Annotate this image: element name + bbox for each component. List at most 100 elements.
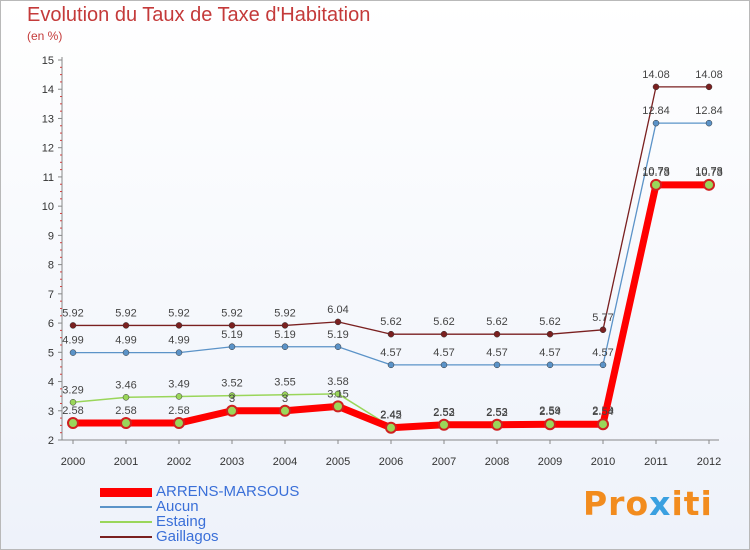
- legend-swatch: [100, 521, 152, 523]
- data-label-arrens-marsous: 2.54: [592, 406, 613, 418]
- point-arrens-marsous: [491, 418, 503, 431]
- data-label-estaing: 10.78: [695, 165, 723, 177]
- x-tick-label: 2007: [432, 456, 456, 468]
- point-gaillagos: [705, 83, 713, 91]
- point-aucun: [281, 343, 289, 351]
- point-arrens-marsous: [544, 418, 556, 431]
- data-label-aucun: 5.19: [327, 329, 348, 341]
- data-label-aucun: 12.84: [695, 105, 723, 117]
- x-tick-label: 2005: [326, 456, 350, 468]
- legend-label: ARRENS-MARSOUS: [156, 483, 300, 500]
- data-label-arrens-marsous: 2.54: [539, 406, 560, 418]
- x-tick-label: 2008: [485, 456, 509, 468]
- series-line-arrens-marsous: [73, 181, 709, 432]
- data-label-arrens-marsous: 3.15: [327, 388, 348, 400]
- data-label-gaillagos: 5.62: [486, 316, 507, 328]
- chart-title: Evolution du Taux de Taxe d'Habitation: [27, 4, 371, 26]
- data-label-arrens-marsous: 2.58: [168, 405, 189, 417]
- data-label-gaillagos: 5.92: [221, 307, 242, 319]
- data-label-gaillagos: 5.62: [433, 316, 454, 328]
- point-estaing: [281, 391, 289, 398]
- point-arrens-marsous: [226, 404, 238, 417]
- point-estaing: [175, 393, 183, 400]
- x-tick-label: 2003: [220, 456, 244, 468]
- brand-part-3: iti: [671, 484, 713, 523]
- y-tick-label: 15: [42, 55, 54, 67]
- data-label-gaillagos: 5.62: [380, 316, 401, 328]
- data-label-estaing: 3.46: [115, 379, 136, 391]
- brand-part-2: x: [649, 484, 672, 523]
- point-gaillagos: [387, 330, 395, 338]
- brand-part-1: Pro: [583, 484, 650, 523]
- legend-swatch: [100, 488, 152, 497]
- point-aucun: [652, 119, 660, 127]
- point-gaillagos: [69, 322, 77, 329]
- data-label-aucun: 4.57: [380, 347, 401, 359]
- data-label-arrens-marsous: 2.58: [62, 405, 83, 417]
- data-label-aucun: 5.19: [274, 329, 295, 341]
- data-label-estaing: 10.78: [642, 165, 670, 177]
- point-aucun: [546, 361, 554, 369]
- data-label-estaing: 3.29: [62, 384, 83, 396]
- point-aucun: [493, 361, 501, 369]
- x-tick-label: 2000: [61, 456, 85, 468]
- point-aucun: [122, 349, 130, 356]
- data-label-arrens-marsous: 3: [282, 393, 288, 405]
- legend-label: Aucun: [156, 498, 199, 515]
- point-gaillagos: [546, 330, 554, 338]
- data-label-aucun: 4.99: [168, 335, 189, 347]
- point-aucun: [175, 349, 183, 356]
- data-label-estaing: 2.53: [486, 407, 507, 419]
- y-tick-label: 13: [42, 113, 54, 125]
- point-gaillagos: [599, 326, 607, 334]
- x-tick-label: 2012: [697, 456, 721, 468]
- point-arrens-marsous: [332, 400, 344, 413]
- data-label-gaillagos: 5.92: [168, 307, 189, 319]
- data-label-arrens-marsous: 10.73: [642, 167, 670, 179]
- chart-subtitle: (en %): [27, 29, 63, 43]
- point-gaillagos: [493, 330, 501, 338]
- data-label-arrens-marsous: 2.58: [115, 405, 136, 417]
- data-label-gaillagos: 6.04: [327, 304, 348, 316]
- legend-label: Gaillagos: [156, 528, 219, 545]
- data-label-arrens-marsous: 10.73: [695, 167, 723, 179]
- data-label-arrens-marsous: 2.42: [380, 410, 401, 422]
- data-label-aucun: 4.99: [115, 335, 136, 347]
- point-estaing: [228, 392, 236, 399]
- data-label-arrens-marsous: 2.52: [486, 407, 507, 419]
- legend-label: Estaing: [156, 513, 207, 530]
- data-label-aucun: 12.84: [642, 105, 670, 117]
- point-gaillagos: [175, 322, 183, 329]
- data-label-gaillagos: 5.92: [115, 307, 136, 319]
- point-gaillagos: [334, 318, 342, 326]
- data-label-estaing: 3.55: [274, 377, 295, 389]
- data-label-gaillagos: 14.08: [695, 69, 723, 81]
- legend-swatch: [100, 536, 152, 538]
- point-aucun: [705, 119, 713, 127]
- point-estaing: [69, 399, 77, 406]
- point-arrens-marsous: [597, 418, 609, 431]
- point-aucun: [440, 361, 448, 369]
- y-tick-label: 14: [42, 84, 54, 96]
- y-tick-label: 7: [48, 289, 54, 301]
- series-line-aucun: [73, 122, 709, 366]
- point-arrens-marsous: [438, 418, 450, 431]
- data-label-gaillagos: 5.62: [539, 316, 560, 328]
- data-label-aucun: 4.99: [62, 335, 83, 347]
- data-label-aucun: 4.57: [486, 347, 507, 359]
- data-label-estaing: 2.53: [433, 407, 454, 419]
- point-estaing: [334, 390, 342, 398]
- y-tick-label: 4: [48, 377, 54, 389]
- point-arrens-marsous: [385, 421, 397, 434]
- point-gaillagos: [281, 322, 289, 329]
- y-tick-label: 2: [48, 435, 54, 447]
- y-tick-label: 11: [43, 172, 54, 184]
- y-tick-label: 8: [48, 260, 54, 272]
- point-arrens-marsous: [120, 417, 132, 430]
- point-arrens-marsous: [650, 178, 662, 191]
- y-tick-label: 3: [48, 406, 54, 418]
- data-label-arrens-marsous: 2.52: [433, 407, 454, 419]
- data-label-gaillagos: 14.08: [642, 69, 670, 81]
